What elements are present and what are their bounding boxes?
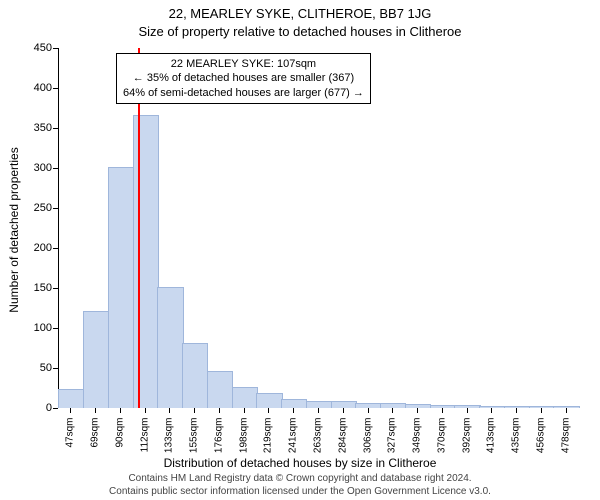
y-tick (53, 408, 58, 409)
x-tick (145, 408, 146, 413)
x-tick (268, 408, 269, 413)
attribution-text: Contains HM Land Registry data © Crown c… (0, 473, 600, 498)
x-tick-label: 263sqm (313, 418, 324, 454)
x-tick (293, 408, 294, 413)
x-tick-label: 478sqm (560, 418, 571, 454)
x-tick-label: 241sqm (288, 418, 299, 454)
histogram-bar (133, 115, 159, 408)
histogram-bar (553, 406, 579, 408)
attribution-line-1: Contains HM Land Registry data © Crown c… (0, 473, 600, 486)
y-tick-label: 200 (34, 242, 52, 254)
histogram-bar (83, 311, 109, 408)
x-tick (343, 408, 344, 413)
x-tick-label: 284sqm (337, 418, 348, 454)
x-tick (442, 408, 443, 413)
x-tick (368, 408, 369, 413)
x-tick (120, 408, 121, 413)
callout-line-3: 64% of semi-detached houses are larger (… (123, 86, 364, 100)
y-tick-label: 50 (40, 362, 52, 374)
chart-title-subtitle: Size of property relative to detached ho… (0, 24, 600, 39)
x-tick-label: 370sqm (436, 418, 447, 454)
x-tick (194, 408, 195, 413)
x-tick-label: 219sqm (263, 418, 274, 454)
x-tick-label: 392sqm (461, 418, 472, 454)
attribution-line-2: Contains public sector information licen… (0, 486, 600, 499)
x-tick-label: 349sqm (412, 418, 423, 454)
x-tick-label: 47sqm (65, 418, 76, 448)
y-tick (53, 48, 58, 49)
x-tick-label: 155sqm (189, 418, 200, 454)
y-tick-label: 350 (34, 122, 52, 134)
x-tick-label: 456sqm (535, 418, 546, 454)
histogram-bar (529, 406, 555, 408)
x-tick (467, 408, 468, 413)
x-tick-label: 435sqm (511, 418, 522, 454)
callout-box: 22 MEARLEY SYKE: 107sqm← 35% of detached… (116, 53, 371, 104)
histogram-bar (306, 401, 332, 408)
x-tick-label: 69sqm (90, 418, 101, 448)
y-tick (53, 328, 58, 329)
y-tick (53, 208, 58, 209)
histogram-bar (256, 393, 282, 408)
y-tick (53, 248, 58, 249)
x-tick-label: 90sqm (114, 418, 125, 448)
y-tick (53, 368, 58, 369)
chart-title-address: 22, MEARLEY SYKE, CLITHEROE, BB7 1JG (0, 6, 600, 21)
y-tick (53, 88, 58, 89)
x-tick (491, 408, 492, 413)
y-tick-label: 250 (34, 202, 52, 214)
y-tick-label: 450 (34, 42, 52, 54)
histogram-bar (182, 343, 208, 408)
x-tick (169, 408, 170, 413)
y-tick-label: 0 (46, 402, 52, 414)
x-tick (244, 408, 245, 413)
x-axis-label: Distribution of detached houses by size … (0, 456, 600, 470)
x-tick (516, 408, 517, 413)
y-axis-label: Number of detached properties (7, 147, 21, 312)
y-tick (53, 128, 58, 129)
histogram-bar (430, 405, 456, 408)
y-tick-label: 300 (34, 162, 52, 174)
x-tick (566, 408, 567, 413)
x-tick (417, 408, 418, 413)
histogram-bar (207, 371, 233, 408)
x-tick (70, 408, 71, 413)
x-tick (219, 408, 220, 413)
histogram-bar (58, 389, 84, 408)
y-tick-label: 400 (34, 82, 52, 94)
histogram-bar (157, 287, 183, 408)
callout-line-1: 22 MEARLEY SYKE: 107sqm (123, 57, 364, 71)
chart-plot-area: 05010015020025030035040045047sqm69sqm90s… (58, 48, 578, 408)
x-tick (318, 408, 319, 413)
x-tick-label: 306sqm (362, 418, 373, 454)
y-tick-label: 150 (34, 282, 52, 294)
x-tick-label: 413sqm (486, 418, 497, 454)
histogram-bar (281, 399, 307, 408)
x-tick (392, 408, 393, 413)
y-tick-label: 100 (34, 322, 52, 334)
histogram-bar (331, 401, 357, 408)
y-tick (53, 288, 58, 289)
x-tick-label: 133sqm (164, 418, 175, 454)
x-tick-label: 327sqm (387, 418, 398, 454)
callout-line-2: ← 35% of detached houses are smaller (36… (123, 71, 364, 85)
x-tick (541, 408, 542, 413)
histogram-bar (454, 405, 480, 408)
histogram-bar (232, 387, 258, 408)
x-tick-label: 176sqm (213, 418, 224, 454)
x-tick (95, 408, 96, 413)
y-axis-line (58, 48, 59, 408)
x-tick-label: 198sqm (238, 418, 249, 454)
y-tick (53, 168, 58, 169)
histogram-bar (108, 167, 134, 408)
x-tick-label: 112sqm (139, 418, 150, 453)
